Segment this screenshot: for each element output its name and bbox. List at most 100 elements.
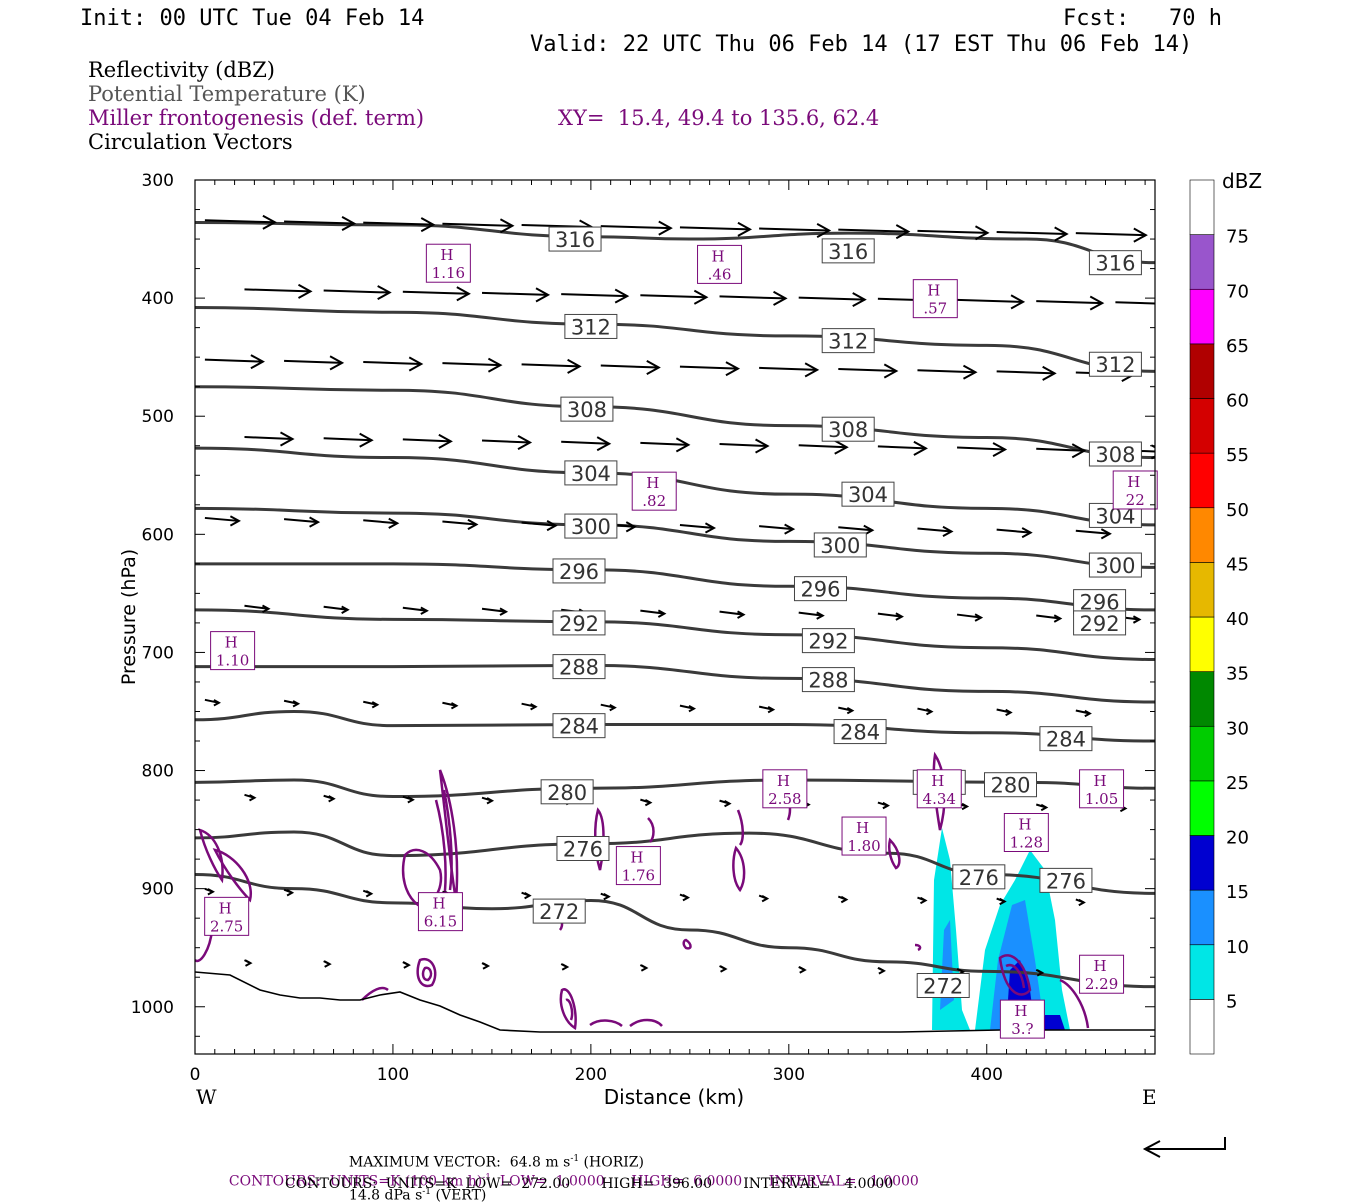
- x-tick-label: 100: [377, 1065, 409, 1085]
- circulation-vector: [719, 965, 728, 973]
- y-tick-label: 700: [142, 643, 174, 663]
- circulation-vector: [1075, 528, 1112, 540]
- fronto-max-value: 1.05: [1085, 790, 1118, 808]
- circulation-vector: [244, 604, 271, 613]
- circulation-vector: [521, 358, 582, 374]
- isentrope-label-text: 292: [559, 612, 599, 636]
- fronto-max-value: 6.15: [424, 913, 457, 931]
- x-tick-label: 400: [971, 1065, 1003, 1085]
- isentrope-label-text: 316: [828, 240, 868, 264]
- circulation-vector: [402, 286, 471, 302]
- circulation-vector: [917, 525, 954, 538]
- circulation-vector: [204, 515, 241, 527]
- isentrope-label-text: 280: [547, 781, 587, 805]
- fronto-max-label: H1.76: [615, 846, 661, 886]
- fronto-max-value: 1.80: [847, 837, 880, 855]
- fronto-max-marker: H: [856, 819, 869, 837]
- fronto-max-marker: H: [646, 474, 659, 492]
- isentrope-288: [195, 663, 1155, 704]
- circulation-vector: [323, 432, 374, 448]
- fronto-contours-line: CONTOURS: UNITS=K (100 km h)-1 LOW= 1.00…: [228, 1173, 919, 1190]
- isentrope-label-text: 284: [840, 721, 880, 745]
- colorbar-swatch: [1189, 999, 1215, 1055]
- colorbar-level: 50: [1226, 500, 1249, 521]
- colorbar-swatch: [1189, 288, 1215, 345]
- isentrope-label-text: 276: [1046, 869, 1086, 893]
- circulation-vector: [1035, 968, 1045, 977]
- circulation-vector: [719, 438, 770, 454]
- circulation-vector: [402, 433, 453, 449]
- isentrope-label-text: 300: [571, 515, 611, 539]
- init-time: Init: 00 UTC Tue 04 Feb 14: [80, 6, 425, 31]
- isentrope-label-text: 316: [555, 228, 595, 252]
- circulation-vector: [204, 354, 265, 370]
- isentrope-label: 296: [793, 576, 847, 602]
- x-tick-label: 0: [190, 1065, 201, 1085]
- circulation-vector: [284, 215, 357, 231]
- colorbar-title: dBZ: [1222, 169, 1262, 193]
- circulation-vector: [284, 355, 345, 371]
- isentrope-label: 312: [821, 328, 875, 354]
- isentrope-label-text: 296: [559, 560, 599, 584]
- colorbar-level: 20: [1226, 828, 1249, 849]
- circulation-vector: [877, 440, 928, 456]
- circulation-vector: [996, 897, 1007, 906]
- isentrope-label-text: 304: [571, 462, 611, 486]
- forecast-hour: Fcst: 70 h: [1063, 6, 1222, 31]
- isentrope-316: [195, 221, 1155, 265]
- circulation-vector: [323, 794, 336, 803]
- isentrope-label: 316: [548, 226, 602, 252]
- circulation-vector: [798, 439, 849, 455]
- fronto-max-label: H.82: [631, 471, 677, 511]
- legend-vectors: Circulation Vectors: [88, 130, 293, 154]
- colorbar-level: 75: [1226, 227, 1249, 248]
- circulation-vector: [204, 887, 215, 896]
- circulation-vector: [917, 896, 928, 905]
- fronto-max-label: H4.34: [916, 769, 962, 809]
- circulation-vector: [917, 707, 934, 716]
- fronto-max-value: 1.16: [432, 264, 465, 282]
- colorbar-swatch: [1189, 398, 1215, 454]
- isentrope-label-text: 308: [1095, 443, 1135, 467]
- colorbar-swatch: [1189, 671, 1215, 727]
- circulation-vector: [561, 288, 630, 304]
- isentrope-label-text: 308: [828, 418, 868, 442]
- isentrope-label: 316: [821, 238, 875, 264]
- circulation-vector: [1075, 898, 1086, 907]
- isentrope-308: [195, 385, 1155, 460]
- isentrope-label-text: 312: [1095, 353, 1135, 377]
- circulation-vector: [838, 224, 911, 240]
- isentrope-label-text: 316: [1095, 252, 1135, 276]
- reference-vector-arrow: [1142, 1137, 1226, 1158]
- fronto-max-label: H6.15: [417, 892, 463, 932]
- circulation-vector: [838, 706, 855, 715]
- colorbar-swatch: [1189, 234, 1215, 290]
- circulation-vector: [679, 893, 691, 902]
- fronto-max-marker: H: [432, 895, 445, 913]
- max-vector-line: MAXIMUM VECTOR: 64.8 m s-1 (HORIZ) 14.8 …: [348, 1154, 644, 1203]
- circulation-vector: [957, 442, 1008, 458]
- isentrope-label: 296: [552, 558, 606, 584]
- colorbar-level: 40: [1226, 609, 1249, 630]
- circulation-vector: [362, 889, 374, 898]
- isentrope-label-text: 300: [820, 534, 860, 558]
- valid-time: Valid: 22 UTC Thu 06 Feb 14 (17 EST Thu …: [530, 32, 1193, 57]
- fronto-max-label: H2.29: [1079, 954, 1125, 994]
- circulation-vector: [1036, 443, 1087, 459]
- circulation-vector: [560, 963, 570, 971]
- circulation-vector: [442, 357, 503, 373]
- y-tick-label: 600: [142, 525, 174, 545]
- circulation-vector: [996, 527, 1033, 539]
- fronto-max-label: H1.16: [425, 243, 471, 283]
- circulation-vector: [719, 290, 788, 306]
- fronto-max-marker: H: [1127, 473, 1140, 491]
- colorbar-swatch: [1189, 179, 1215, 235]
- isentrope-label-text: 284: [1046, 728, 1086, 752]
- circulation-vector: [640, 609, 667, 618]
- isentrope-label-text: 276: [563, 837, 603, 861]
- isentrope-label: 300: [564, 513, 618, 539]
- fronto-max-value: 22: [1126, 491, 1145, 509]
- isentrope-label: 292: [801, 628, 855, 654]
- colorbar-swatch: [1189, 343, 1215, 399]
- fronto-max-label: H.57: [912, 279, 958, 319]
